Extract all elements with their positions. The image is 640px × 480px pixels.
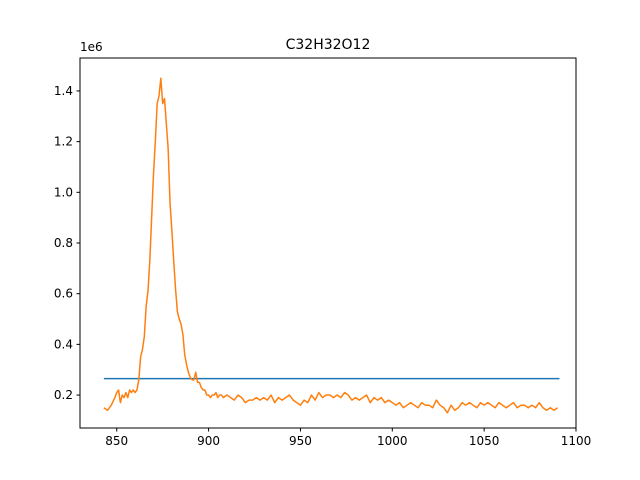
x-tick-label: 1000 [377,434,408,448]
y-axis: 0.2 0.4 0.6 0.8 1.0 1.2 1.4 [54,84,80,402]
x-tick-label: 950 [289,434,312,448]
series-line-1 [103,77,559,414]
y-tick-label: 0.2 [54,388,73,402]
y-axis-offset-label: 1e6 [80,40,103,54]
y-tick-label: 0.4 [54,337,73,351]
x-tick-label: 850 [105,434,128,448]
y-tick-label: 1.2 [54,135,73,149]
chart-title: C32H32O12 [286,37,371,53]
series-layer [103,77,560,414]
x-tick-label: 1050 [469,434,500,448]
y-tick-label: 1.0 [54,185,73,199]
y-tick-label: 1.4 [54,84,73,98]
plot-frame [79,57,577,429]
y-tick-label: 0.8 [54,236,73,250]
x-axis: 850 900 950 1000 1050 1100 [105,428,591,448]
y-tick-label: 0.6 [54,287,73,301]
x-tick-label: 900 [197,434,220,448]
x-tick-label: 1100 [561,434,592,448]
